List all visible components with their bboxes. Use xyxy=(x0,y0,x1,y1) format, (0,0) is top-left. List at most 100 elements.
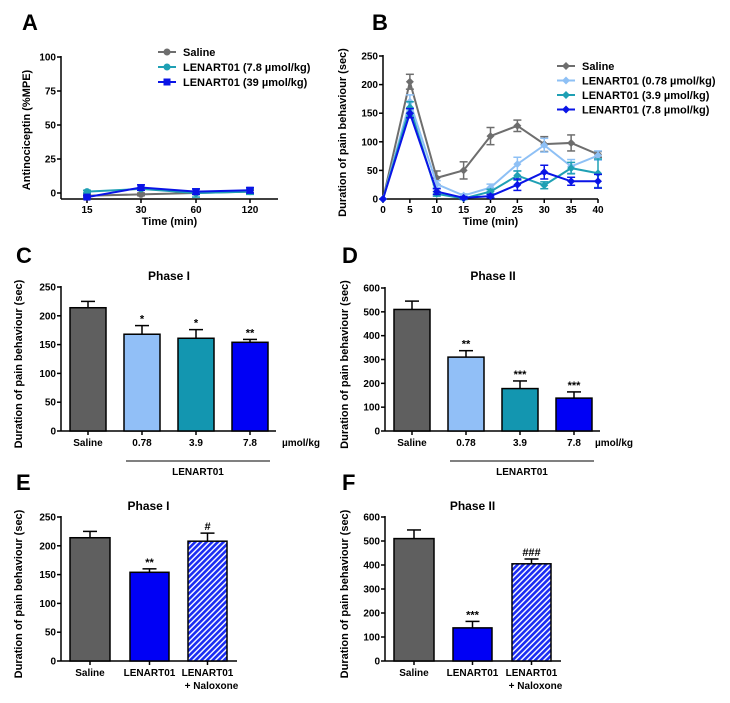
data-point xyxy=(192,188,200,196)
x-tick-label: 15 xyxy=(458,205,470,216)
y-tick-label: 250 xyxy=(39,283,56,294)
chart-title: Phase II xyxy=(470,269,515,283)
unit-label: µmol/kg xyxy=(282,438,320,449)
x-tick-label: 25 xyxy=(512,205,524,216)
x-tick-label: 5 xyxy=(407,205,413,216)
data-point xyxy=(486,192,495,201)
x-category-label: 0.78 xyxy=(456,438,476,449)
data-point xyxy=(459,193,468,202)
x-category-label: LENART01 xyxy=(506,668,558,679)
x-category-label: Saline xyxy=(399,668,429,679)
x-category-label: Saline xyxy=(397,438,427,449)
significance-label: *** xyxy=(466,609,480,621)
panel-letter: C xyxy=(16,243,32,268)
data-point xyxy=(405,77,414,86)
x-category-label: Saline xyxy=(73,438,103,449)
data-point xyxy=(567,164,576,173)
y-axis-title: Antinociceptin (%MPE) xyxy=(21,69,33,190)
data-point xyxy=(405,103,414,112)
series-2 xyxy=(379,101,602,203)
data-point xyxy=(137,184,145,192)
y-tick-label: 150 xyxy=(39,570,56,581)
panel-f: F 0 100 200 300 400 500 600 Duration of pain beh… xyxy=(339,470,563,692)
x-category-label: 3.9 xyxy=(189,438,203,449)
y-tick-label: 300 xyxy=(363,355,380,366)
data-point xyxy=(540,168,549,177)
x-category-label: 7.8 xyxy=(243,438,257,449)
y-tick-label: 150 xyxy=(39,340,56,351)
x-category-label: LENART01 xyxy=(124,668,176,679)
bar xyxy=(447,356,485,432)
x-tick-label: 60 xyxy=(190,205,202,216)
bar xyxy=(393,308,431,432)
x-category-label: + Naloxone xyxy=(185,681,239,692)
y-tick-label: 600 xyxy=(363,284,380,295)
data-point xyxy=(405,109,414,118)
significance-label: *** xyxy=(568,380,582,392)
y-tick-label: 0 xyxy=(372,195,378,206)
y-axis-title: Duration of pain behaviour (sec) xyxy=(339,280,351,449)
chart-title: Phase II xyxy=(450,499,495,513)
y-tick-label: 300 xyxy=(363,585,380,596)
legend-marker xyxy=(562,62,570,70)
y-axis-title: Duration of pain behaviour (sec) xyxy=(339,509,351,678)
group-label: LENART01 xyxy=(172,467,224,478)
data-point xyxy=(513,171,522,180)
y-tick-label: 200 xyxy=(363,609,380,620)
bar xyxy=(177,337,215,432)
legend-label: Saline xyxy=(582,61,614,73)
y-tick-label: 100 xyxy=(363,403,380,414)
legend-marker xyxy=(562,105,570,114)
x-axis-title: Time (min) xyxy=(463,216,519,228)
significance-label: # xyxy=(204,521,210,533)
x-tick-label: 30 xyxy=(539,205,551,216)
data-point xyxy=(432,187,441,196)
panel-d: D 0 100 200 300 400 500 600 Duration of pain beh… xyxy=(339,243,633,478)
series-2 xyxy=(83,184,254,201)
legend-label: LENART01 (39 µmol/kg) xyxy=(183,77,308,89)
y-tick-label: 50 xyxy=(45,628,57,639)
legend-label: LENART01 (7.8 µmol/kg) xyxy=(183,62,311,74)
significance-label: * xyxy=(194,318,199,330)
data-point xyxy=(486,132,495,141)
y-tick-label: 25 xyxy=(45,155,57,166)
panel-e: E 0 50 100 150 200 250 Duration of pain behavio… xyxy=(13,470,239,692)
panel-c: C 0 50 100 150 200 250 Duration of pain behavio… xyxy=(13,243,320,478)
significance-label: * xyxy=(140,314,145,326)
x-tick-label: 35 xyxy=(566,205,578,216)
legend-marker xyxy=(163,48,171,56)
data-point xyxy=(459,166,468,175)
y-tick-label: 600 xyxy=(363,513,380,524)
y-tick-label: 250 xyxy=(39,513,56,524)
x-category-label: Saline xyxy=(75,668,105,679)
data-point xyxy=(594,151,602,160)
bar xyxy=(231,341,269,432)
y-tick-label: 0 xyxy=(50,427,56,438)
legend-label: LENART01 (3.9 µmol/kg) xyxy=(582,90,710,102)
unit-label: µmol/kg xyxy=(595,438,633,449)
data-point xyxy=(513,180,522,189)
panel-letter: B xyxy=(372,10,388,35)
y-tick-label: 0 xyxy=(50,189,56,200)
data-point xyxy=(594,169,602,178)
y-tick-label: 75 xyxy=(45,87,57,98)
x-category-label: LENART01 xyxy=(182,668,234,679)
y-tick-label: 200 xyxy=(39,541,56,552)
y-tick-label: 500 xyxy=(363,537,380,548)
data-point xyxy=(83,193,91,201)
x-category-label: + Naloxone xyxy=(509,681,563,692)
x-tick-label: 120 xyxy=(242,205,259,216)
y-tick-label: 100 xyxy=(39,53,56,64)
x-tick-label: 40 xyxy=(592,205,604,216)
data-point xyxy=(137,190,145,198)
data-point xyxy=(83,188,91,196)
significance-label: ** xyxy=(145,557,154,569)
y-tick-label: 200 xyxy=(363,379,380,390)
data-point xyxy=(513,160,522,169)
x-category-label: LENART01 xyxy=(447,668,499,679)
series-line xyxy=(86,186,251,199)
x-axis-title: Time (min) xyxy=(142,216,198,228)
bar xyxy=(555,397,593,432)
y-tick-label: 250 xyxy=(361,52,378,63)
